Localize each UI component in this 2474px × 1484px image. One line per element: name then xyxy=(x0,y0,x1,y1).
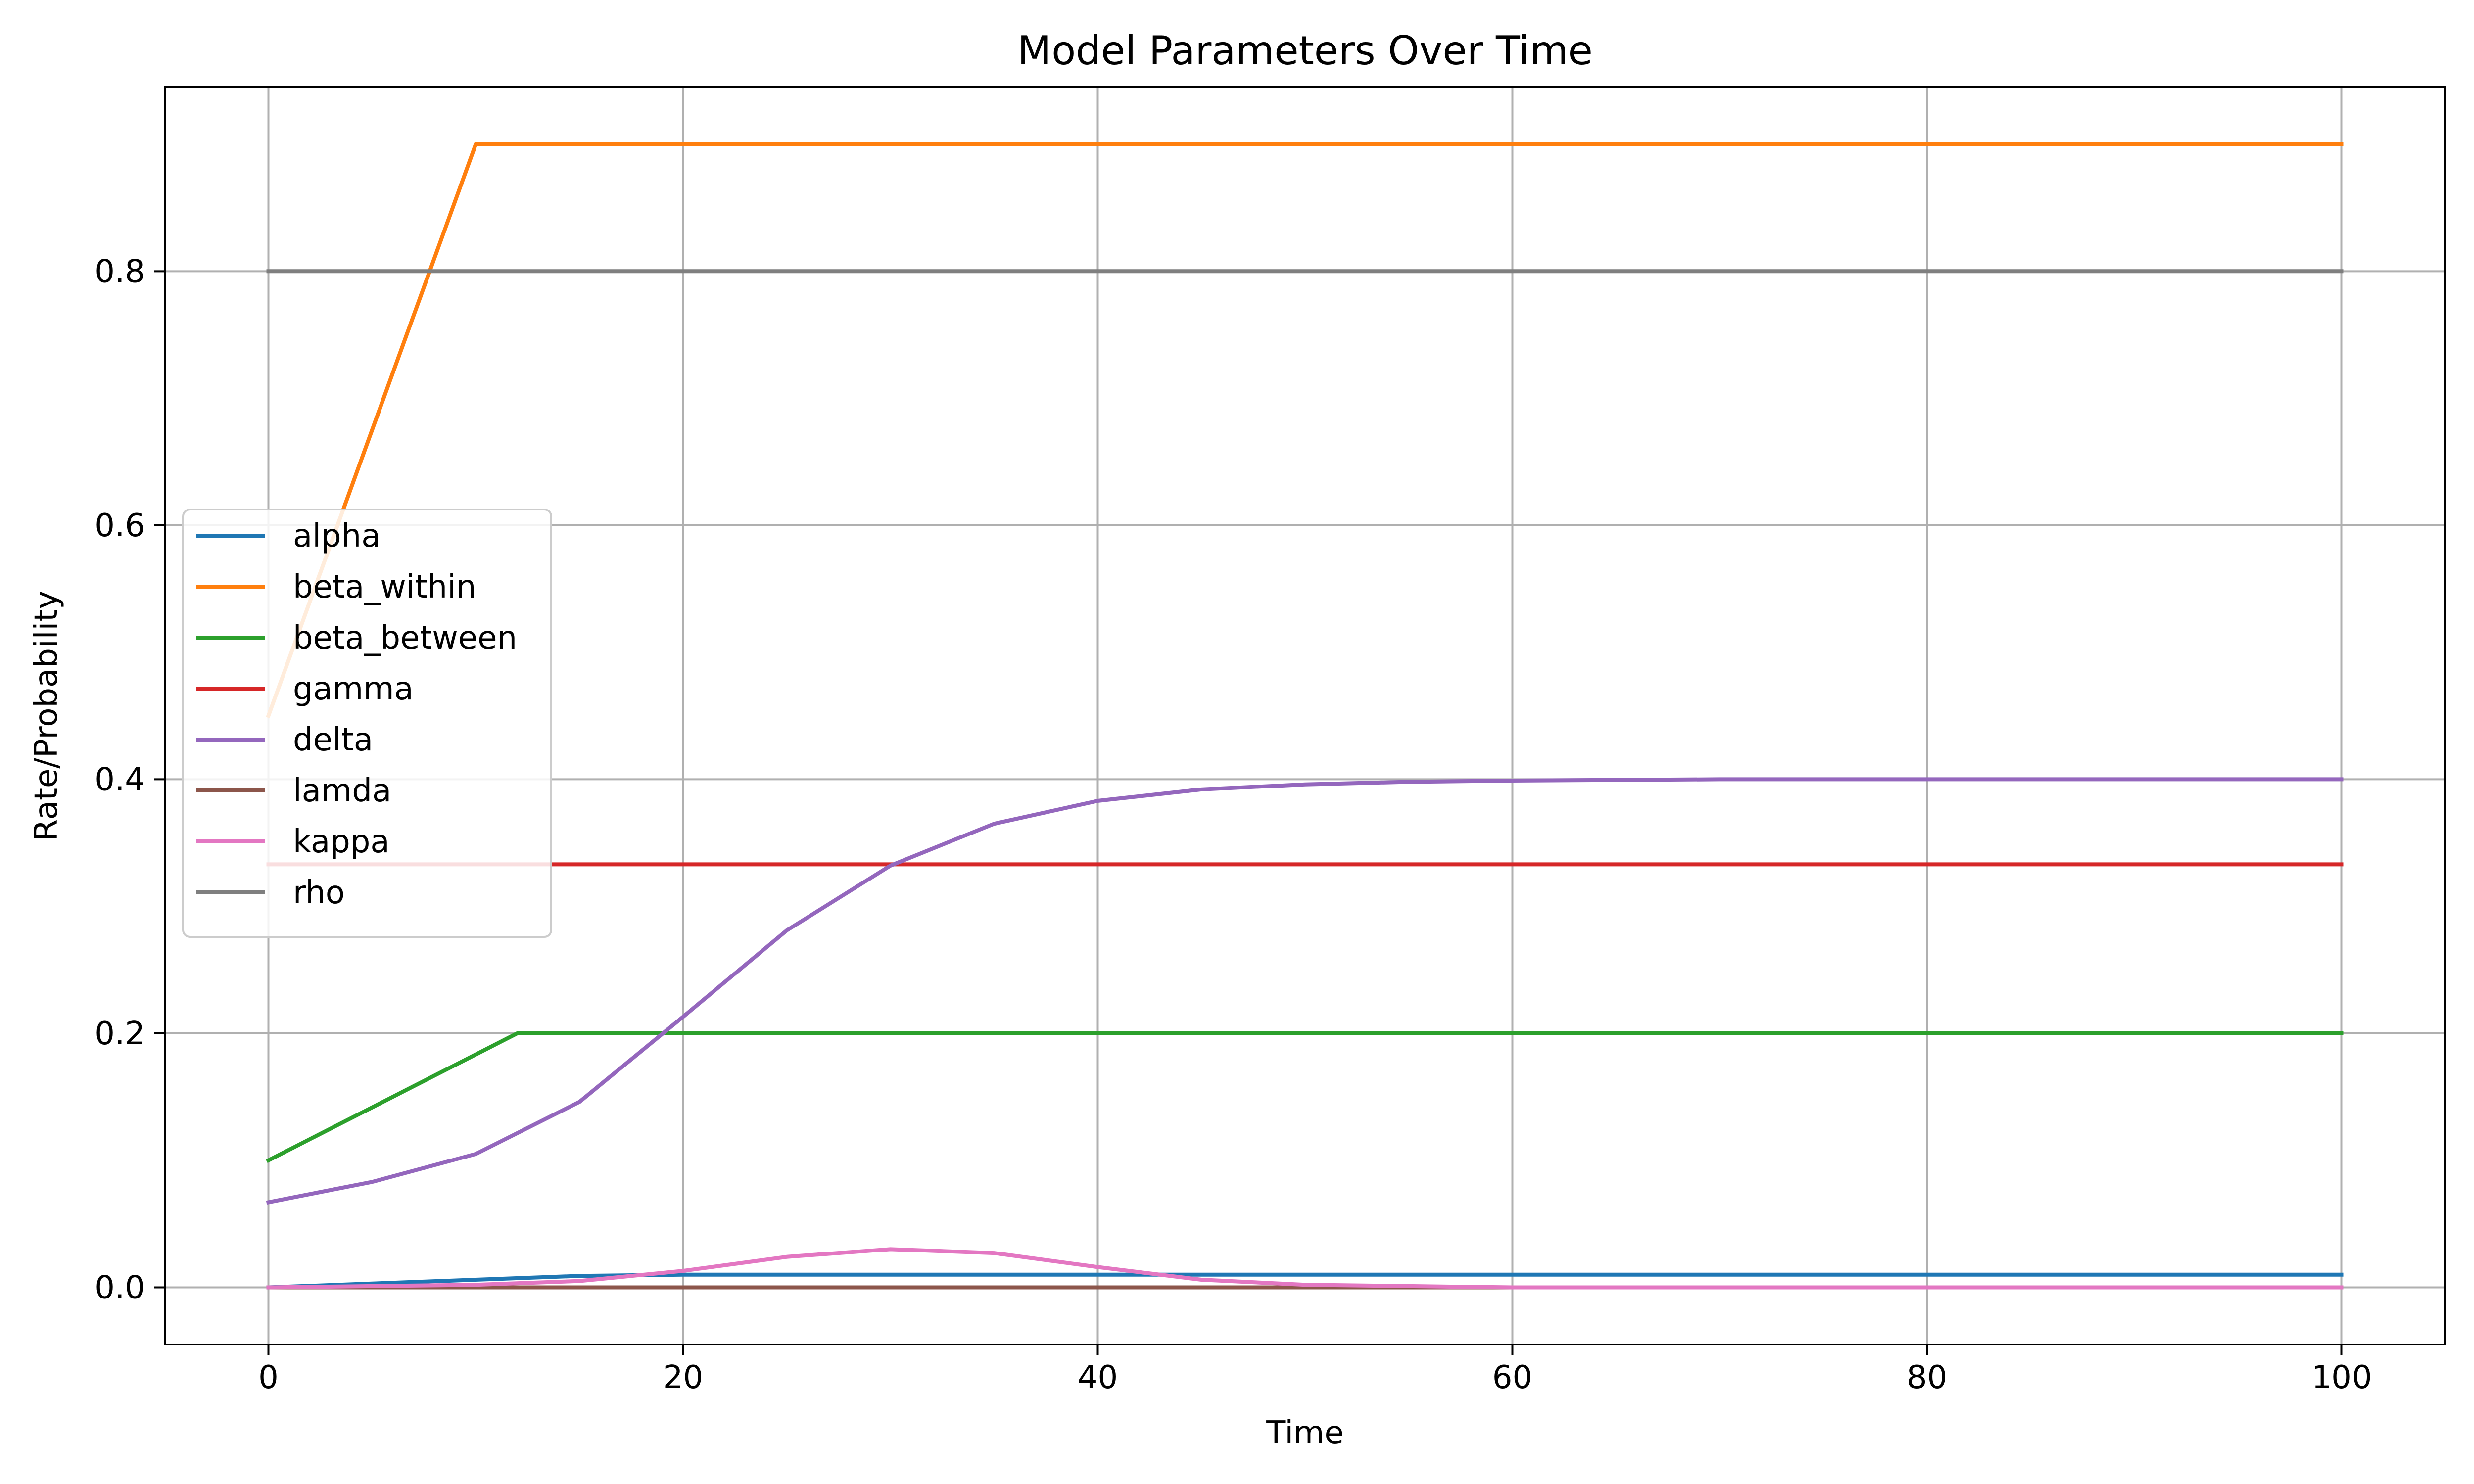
x-tick-label: 60 xyxy=(1492,1359,1532,1396)
axes-frame xyxy=(164,86,2446,1345)
legend-label-rho: rho xyxy=(293,875,345,911)
legend-label-gamma: gamma xyxy=(293,671,414,707)
x-axis-label: Time xyxy=(1266,1415,1344,1451)
x-tick-label: 100 xyxy=(2311,1359,2372,1396)
legend-label-alpha: alpha xyxy=(293,518,381,555)
legend-label-beta_between: beta_between xyxy=(293,620,517,656)
legend-label-kappa: kappa xyxy=(293,824,390,860)
chart-title: Model Parameters Over Time xyxy=(1017,28,1593,74)
x-tick-label: 20 xyxy=(663,1359,703,1396)
series-lines xyxy=(266,142,2344,1290)
series-line-kappa xyxy=(266,1247,2344,1290)
series-line-delta xyxy=(266,777,2344,1205)
y-tick-label: 0.6 xyxy=(95,508,145,544)
series-line-beta_between xyxy=(266,1031,2344,1163)
axis-ticks: 0 20 40 60 80 100 0.0 0.2 0.4 0.6 0.8 xyxy=(95,253,2372,1396)
legend-label-delta: delta xyxy=(293,722,373,758)
y-tick-label: 0.0 xyxy=(95,1269,145,1306)
x-tick-label: 80 xyxy=(1907,1359,1947,1396)
y-tick-label: 0.8 xyxy=(95,253,145,290)
legend-box xyxy=(182,509,552,938)
legend-label-beta_within: beta_within xyxy=(293,569,476,605)
y-tick-label: 0.4 xyxy=(95,761,145,798)
series-line-alpha xyxy=(266,1272,2344,1290)
x-tick-label: 40 xyxy=(1078,1359,1118,1396)
x-tick-label: 0 xyxy=(258,1359,279,1396)
y-tick-label: 0.2 xyxy=(95,1016,145,1052)
y-axis-label: Rate/Probability xyxy=(28,591,65,841)
legend-label-lamda: lamda xyxy=(293,773,391,809)
